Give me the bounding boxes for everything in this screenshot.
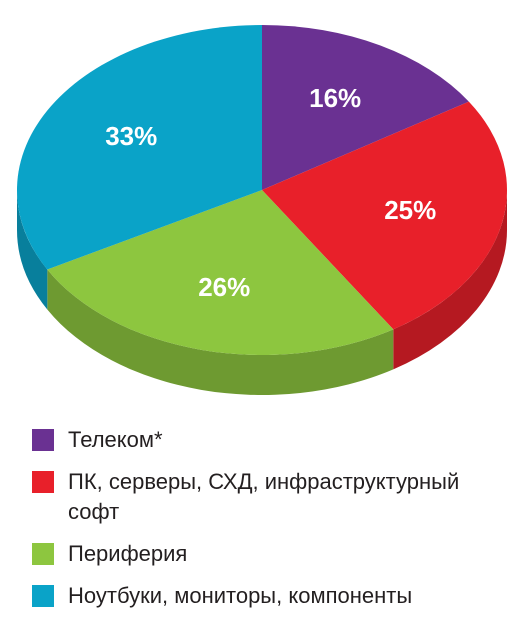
slice-side — [47, 269, 394, 395]
slice-side — [17, 190, 48, 310]
legend-item: ПК, серверы, СХД, инфраструктурный софт — [32, 467, 512, 527]
legend: Телеком* ПК, серверы, СХД, инфраструктурн… — [32, 425, 512, 623]
data-label: 26% — [198, 272, 250, 302]
slice — [17, 25, 263, 270]
slice — [47, 190, 394, 356]
slice — [262, 101, 508, 330]
legend-item: Периферия — [32, 539, 512, 569]
chart: 16% 25% 26% 33% — [17, 25, 508, 395]
legend-swatch — [32, 585, 54, 607]
legend-item: Ноутбуки, мониторы, компоненты — [32, 581, 512, 611]
data-label: 16% — [309, 83, 361, 113]
slice — [262, 25, 469, 190]
legend-swatch — [32, 543, 54, 565]
legend-label: Телеком* — [68, 427, 163, 452]
legend-label: Ноутбуки, мониторы, компоненты — [68, 583, 413, 608]
legend-label: Периферия — [68, 541, 188, 566]
legend-label: ПК, серверы, СХД, инфраструктурный софт — [68, 469, 460, 524]
legend-swatch — [32, 471, 54, 493]
slice-side — [393, 190, 507, 370]
data-label: 33% — [105, 121, 157, 151]
data-label: 25% — [384, 195, 436, 225]
legend-item: Телеком* — [32, 425, 512, 455]
legend-swatch — [32, 429, 54, 451]
